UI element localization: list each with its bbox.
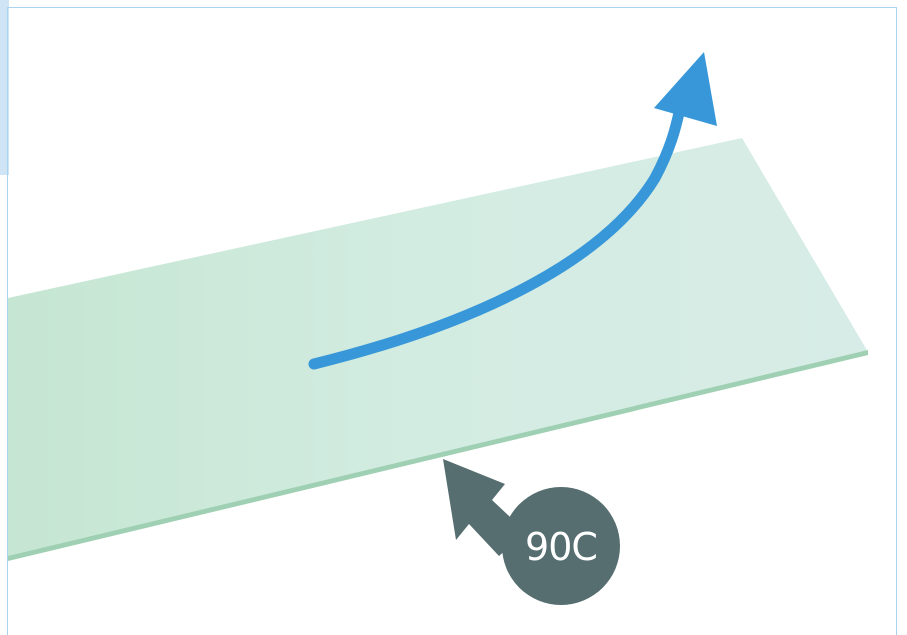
panel-frame bbox=[7, 7, 897, 635]
panel-side-tab bbox=[0, 0, 9, 175]
callout-badge bbox=[502, 487, 620, 605]
part-callout: 90C bbox=[443, 459, 620, 605]
peel-arrow-shaft bbox=[308, 102, 686, 370]
sticker-sheet bbox=[8, 138, 868, 561]
peel-arrow bbox=[308, 52, 717, 370]
peel-arrow-head bbox=[654, 52, 717, 126]
sheet-edge bbox=[8, 350, 868, 561]
callout-label: 90C bbox=[525, 525, 597, 569]
sheet-face bbox=[8, 138, 868, 560]
